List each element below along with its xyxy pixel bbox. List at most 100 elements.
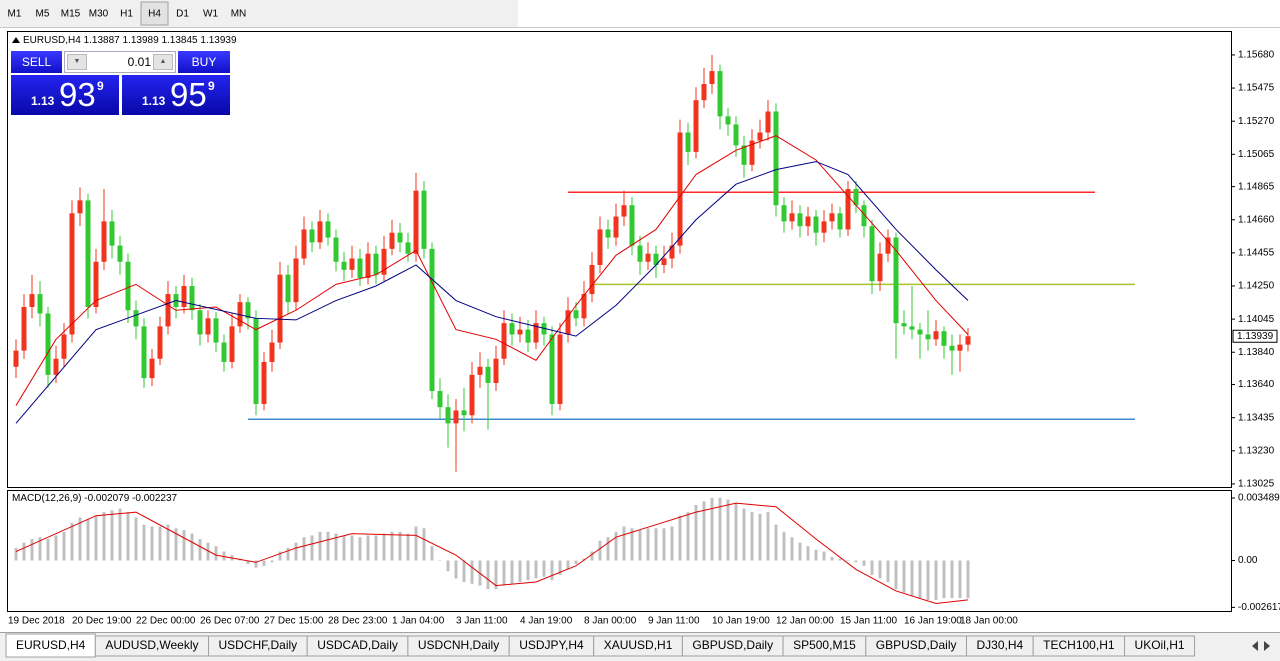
- candle-body: [181, 285, 187, 308]
- macd-bar: [526, 560, 530, 581]
- symbol-tab[interactable]: [1124, 635, 1196, 657]
- candle-body: [773, 111, 779, 206]
- candle-body: [581, 294, 587, 319]
- macd-bar: [734, 503, 738, 561]
- candle-body: [845, 189, 851, 230]
- timeframe-label[interactable]: M15: [61, 9, 81, 20]
- symbol-tab-label[interactable]: USDCHF,Daily: [219, 638, 298, 652]
- symbol-tab-label[interactable]: DJ30,H4: [976, 638, 1023, 652]
- candle-body: [69, 213, 75, 335]
- macd-bar: [350, 535, 354, 561]
- macd-bar: [950, 560, 954, 599]
- symbol-tab-label[interactable]: AUDUSD,Weekly: [105, 638, 198, 652]
- lot-spinner[interactable]: ▼ 0.01 ▲: [64, 51, 176, 73]
- x-tick-label: 26 Dec 07:00: [200, 616, 260, 627]
- timeframe-button[interactable]: [85, 2, 112, 25]
- candle-body: [253, 318, 259, 404]
- symbol-tab-label[interactable]: XAUUSD,H1: [604, 638, 673, 652]
- ask-point: 9: [208, 79, 215, 93]
- candle-body: [341, 261, 347, 270]
- candle-body: [805, 216, 811, 227]
- timeframe-label[interactable]: MN: [231, 9, 247, 20]
- macd-bar: [870, 560, 874, 575]
- collapse-arrow[interactable]: [12, 37, 20, 43]
- timeframe-label[interactable]: M1: [8, 9, 22, 20]
- timeframe-button[interactable]: [169, 2, 196, 25]
- symbol-tab-label[interactable]: GBPUSD,Daily: [692, 638, 773, 652]
- candle-body: [309, 229, 315, 243]
- candle-body: [261, 361, 267, 404]
- macd-bar: [846, 560, 850, 561]
- candle-body: [925, 334, 931, 340]
- tab-scroll-right[interactable]: [1264, 641, 1270, 651]
- symbol-tab-label[interactable]: USDCNH,Daily: [418, 638, 499, 652]
- timeframe-label[interactable]: H1: [120, 9, 133, 20]
- timeframe-button[interactable]: [1, 2, 28, 25]
- y-tick-label: 1.14045: [1238, 314, 1275, 325]
- symbol-tab-label[interactable]: GBPUSD,Daily: [876, 638, 957, 652]
- candle-body: [549, 334, 555, 404]
- candle-body: [365, 253, 371, 278]
- candle-body: [141, 326, 147, 379]
- macd-bar: [342, 535, 346, 561]
- x-tick-label: 28 Dec 23:00: [328, 616, 388, 627]
- macd-bar: [406, 533, 410, 561]
- lot-up[interactable]: ▲: [153, 54, 173, 70]
- symbol-tab-label[interactable]: USDJPY,H4: [519, 638, 584, 652]
- bid-price[interactable]: 1.13 93 9: [11, 75, 119, 115]
- x-tick-label: 3 Jan 11:00: [456, 616, 508, 627]
- candle-body: [381, 248, 387, 275]
- moving-average: [15, 161, 969, 424]
- candle-body: [621, 205, 627, 217]
- candle-body: [589, 264, 595, 295]
- symbol-tab-label[interactable]: TECH100,H1: [1043, 638, 1115, 652]
- symbol-tab-label[interactable]: EURUSD,H4: [16, 638, 86, 652]
- macd-bar: [470, 560, 474, 584]
- timeframe-button[interactable]: [197, 2, 224, 25]
- macd-bar: [926, 560, 930, 600]
- candle-body: [717, 71, 723, 117]
- ask-price[interactable]: 1.13 95 9: [122, 75, 230, 115]
- macd-panel-frame: [7, 490, 1232, 612]
- macd-bar: [390, 531, 394, 561]
- main-panel-frame: [7, 31, 1232, 488]
- macd-bar: [774, 524, 778, 561]
- macd-bar: [110, 510, 114, 561]
- x-tick-label: 20 Dec 19:00: [72, 616, 132, 627]
- symbol-tab-label[interactable]: USDCAD,Daily: [317, 638, 398, 652]
- timeframe-button[interactable]: [57, 2, 84, 25]
- bid-big: 1.13: [31, 94, 55, 108]
- buy-button[interactable]: BUY: [178, 51, 230, 73]
- timeframe-label[interactable]: M30: [89, 9, 109, 20]
- lot-size[interactable]: 0.01: [127, 55, 151, 69]
- macd-bar: [190, 533, 194, 561]
- lot-down[interactable]: ▼: [67, 54, 87, 70]
- timeframe-label[interactable]: M5: [36, 9, 50, 20]
- ohlc-low: 1.13845: [161, 35, 198, 46]
- candle-body: [613, 216, 619, 238]
- macd-bar: [14, 547, 18, 561]
- macd-bar: [22, 542, 26, 561]
- macd-bar: [454, 560, 458, 579]
- macd-bar: [102, 512, 106, 561]
- timeframe-label[interactable]: D1: [176, 9, 189, 20]
- candle-body: [45, 313, 51, 375]
- candle-body: [445, 407, 451, 424]
- timeframe-button[interactable]: [29, 2, 56, 25]
- timeframe-label[interactable]: W1: [203, 9, 218, 20]
- timeframe-label[interactable]: H4: [148, 9, 161, 20]
- macd-bar: [262, 560, 266, 566]
- sell-button[interactable]: SELL: [11, 51, 62, 73]
- timeframe-button[interactable]: [140, 1, 169, 26]
- tab-scroll-left[interactable]: [1252, 641, 1258, 651]
- candle-body: [637, 245, 643, 262]
- symbol-tab-label[interactable]: SP500,M15: [793, 638, 856, 652]
- symbol-tab-label[interactable]: UKOil,H1: [1135, 638, 1185, 652]
- candle-body: [669, 245, 675, 259]
- timeframe-button[interactable]: [225, 2, 252, 25]
- macd-bar: [862, 560, 866, 566]
- macd-bar: [294, 542, 298, 561]
- timeframe-button[interactable]: [113, 2, 140, 25]
